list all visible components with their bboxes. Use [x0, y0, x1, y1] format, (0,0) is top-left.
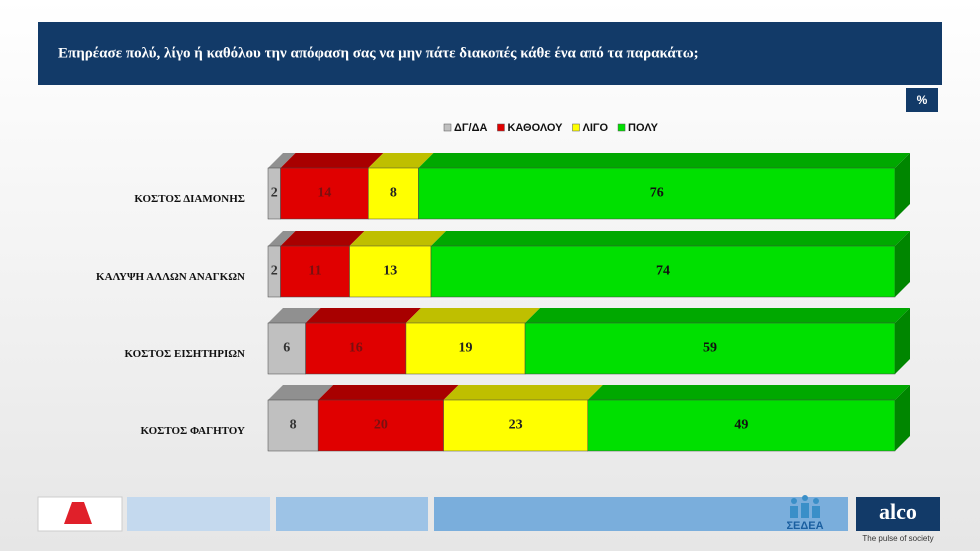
legend-label: ΛΙΓΟ [582, 122, 608, 134]
unit-badge-box [906, 88, 938, 112]
bar-top [280, 231, 365, 246]
category-label: ΚΟΣΤΟΣ ΔΙΑΜΟΝΗΣ [134, 193, 245, 205]
bar-top [268, 231, 296, 246]
value-label: 6 [283, 341, 290, 356]
bar-top [431, 231, 910, 246]
brand-box [856, 497, 940, 531]
value-label: 11 [308, 264, 321, 279]
bar [267, 322, 306, 375]
legend-swatch [617, 123, 626, 132]
value-label: 20 [374, 418, 388, 433]
legend-swatch [443, 123, 452, 132]
value-label: 49 [734, 418, 748, 433]
bar-top [268, 385, 334, 400]
bar [280, 167, 369, 220]
legend-label: ΠΟΛΥ [628, 122, 659, 134]
legend-swatch [572, 123, 580, 132]
footer-band [127, 497, 270, 531]
footer-band [276, 497, 428, 531]
partner-icon [790, 495, 820, 518]
title-banner [38, 22, 942, 85]
value-label: 2 [271, 264, 278, 279]
category-label: ΚΑΛΥΨΗ ΑΛΛΩΝ ΑΝΑΓΚΩΝ [96, 271, 245, 283]
value-label: 13 [383, 264, 397, 279]
bar [418, 167, 896, 220]
brand: alco [879, 499, 917, 524]
bar [267, 399, 319, 452]
legend-label: ΚΑΘΟΛΟΥ [507, 122, 563, 134]
bar-side [895, 308, 910, 374]
bar-top [305, 308, 421, 323]
value-label: 14 [317, 186, 331, 201]
bar [280, 245, 350, 298]
value-label: 8 [290, 418, 297, 433]
bar-top [280, 153, 384, 168]
value-label: 74 [656, 264, 670, 279]
bar-top [443, 385, 603, 400]
bar-top [418, 153, 910, 168]
category-label: ΚΟΣΤΟΣ ΕΙΣΗΤΗΡΙΩΝ [125, 348, 246, 360]
value-label: 23 [509, 418, 523, 433]
bar-side [895, 153, 910, 219]
bar-top [368, 153, 434, 168]
unit-badge: % [917, 93, 928, 107]
bar-top [587, 385, 910, 400]
category-label: ΚΟΣΤΟΣ ΦΑΓΗΤΟΥ [141, 425, 246, 437]
bar-top [525, 308, 910, 323]
footer-band [434, 497, 848, 531]
brand-tagline: The pulse of society [862, 534, 933, 543]
value-label: 16 [349, 341, 363, 356]
chart-title: Επηρέασε πολύ, λίγο ή καθόλου την απόφασ… [58, 45, 699, 61]
value-label: 19 [459, 341, 473, 356]
partner-name: ΣΕΔΕΑ [786, 520, 823, 532]
bar [349, 245, 432, 298]
bar-top [349, 231, 447, 246]
value-label: 59 [703, 341, 717, 356]
value-label: 8 [390, 186, 397, 201]
value-label: 2 [271, 186, 278, 201]
alpha-logo [64, 502, 92, 524]
bar-top [405, 308, 541, 323]
legend-label: ΔΓ/ΔΑ [454, 122, 487, 134]
bar-side [895, 231, 910, 297]
bar-top [268, 153, 296, 168]
bar [305, 322, 407, 375]
bar-side [895, 385, 910, 451]
bar-top [268, 308, 321, 323]
bar [317, 399, 444, 452]
value-label: 76 [650, 186, 664, 201]
plot: ΔΓ/ΔΑ ΚΑΘΟΛΟΥ ΛΙΓΟ ΠΟΛΥ ΚΟΣΤΟΣ ΔΙΑΜΟΝΗΣ 2 14 8 7… [96, 122, 910, 452]
bar-top [318, 385, 459, 400]
legend-swatch [497, 123, 505, 132]
bar [524, 322, 896, 375]
bar [430, 245, 896, 298]
bar [443, 399, 589, 452]
bar [368, 167, 419, 220]
